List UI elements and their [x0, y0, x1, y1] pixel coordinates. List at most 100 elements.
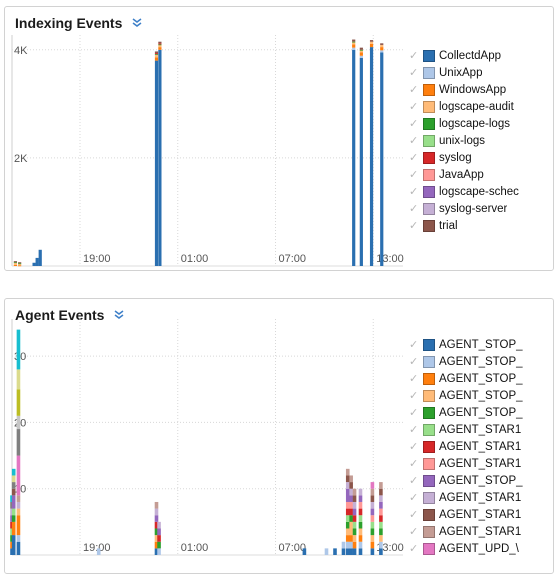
checkmark-icon[interactable]: ✓	[409, 118, 419, 130]
bar-segment	[358, 501, 363, 509]
checkmark-icon[interactable]: ✓	[409, 475, 419, 487]
checkmark-icon[interactable]: ✓	[409, 492, 419, 504]
checkmark-icon[interactable]: ✓	[409, 203, 419, 215]
legend-label: syslog	[439, 151, 472, 164]
bar-segment	[157, 521, 161, 529]
x-tick-label: 07:00	[279, 253, 307, 265]
legend-item[interactable]: ✓ AGENT_UPD_\	[409, 540, 529, 557]
legend-label: AGENT_UPD_\	[439, 542, 519, 555]
legend-item[interactable]: ✓ AGENT_STAR1	[409, 421, 529, 438]
legend-item[interactable]: ✓ AGENT_STAR1	[409, 489, 529, 506]
bar-segment	[32, 262, 36, 266]
bar-segment	[16, 508, 21, 516]
legend-swatch	[423, 474, 435, 487]
bar-segment	[11, 515, 16, 522]
bar-segment	[349, 508, 353, 516]
bar-segment	[345, 508, 350, 516]
bar-segment	[369, 43, 374, 48]
checkmark-icon[interactable]: ✓	[409, 135, 419, 147]
legend-item[interactable]: ✓ AGENT_STAR1	[409, 506, 529, 523]
checkmark-icon[interactable]: ✓	[409, 373, 419, 385]
legend-item[interactable]: ✓ AGENT_STOP_	[409, 472, 529, 489]
bar-segment	[38, 249, 42, 266]
bar-segment	[358, 528, 363, 536]
bar-segment	[158, 44, 162, 46]
bar-segment	[379, 541, 383, 549]
legend-item[interactable]: ✓ AGENT_STOP_	[409, 370, 529, 387]
bar-segment	[370, 515, 375, 522]
legend-item[interactable]: ✓ WindowsApp	[409, 81, 529, 98]
checkmark-icon[interactable]: ✓	[409, 220, 419, 232]
legend-item[interactable]: ✓ AGENT_STOP_	[409, 387, 529, 404]
legend-item[interactable]: ✓ logscape-schec	[409, 183, 529, 200]
legend-item[interactable]: ✓ syslog	[409, 149, 529, 166]
bar-segment	[352, 541, 357, 549]
bar-segment	[352, 501, 357, 509]
checkmark-icon[interactable]: ✓	[409, 543, 419, 555]
legend-item[interactable]: ✓ AGENT_STAR1	[409, 455, 529, 472]
checkmark-icon[interactable]: ✓	[409, 101, 419, 113]
checkmark-icon[interactable]: ✓	[409, 339, 419, 351]
legend-item[interactable]: ✓ unix-logs	[409, 132, 529, 149]
bar-segment	[345, 475, 350, 483]
checkmark-icon[interactable]: ✓	[409, 152, 419, 164]
checkmark-icon[interactable]: ✓	[409, 50, 419, 62]
bar-segment	[345, 521, 350, 529]
checkmark-icon[interactable]: ✓	[409, 424, 419, 436]
legend-item[interactable]: ✓ AGENT_STOP_	[409, 336, 529, 353]
checkmark-icon[interactable]: ✓	[409, 84, 419, 96]
bar-segment	[370, 541, 375, 549]
legend-item[interactable]: ✓ logscape-audit	[409, 98, 529, 115]
legend-item[interactable]: ✓ AGENT_STOP_	[409, 353, 529, 370]
bar-segment	[11, 488, 16, 496]
checkmark-icon[interactable]: ✓	[409, 509, 419, 521]
legend-item[interactable]: ✓ AGENT_STOP_	[409, 404, 529, 421]
indexing-events-header: Indexing Events	[15, 13, 142, 33]
checkmark-icon[interactable]: ✓	[409, 526, 419, 538]
legend-label: AGENT_STAR1	[439, 491, 522, 504]
bar-segment	[18, 263, 22, 266]
bar-segment	[370, 521, 375, 529]
bar-segment	[154, 541, 159, 549]
legend-swatch	[423, 542, 435, 555]
checkmark-icon[interactable]: ✓	[409, 356, 419, 368]
chevron-down-icon[interactable]	[132, 18, 142, 28]
legend-item[interactable]: ✓ UnixApp	[409, 64, 529, 81]
legend-item[interactable]: ✓ CollectdApp	[409, 47, 529, 64]
agent-events-panel: Agent Events 10203019:0001:0007:0013:00 …	[4, 298, 554, 574]
checkmark-icon[interactable]: ✓	[409, 67, 419, 79]
legend-item[interactable]: ✓ AGENT_STAR1	[409, 523, 529, 540]
bar-segment	[154, 508, 159, 516]
bar-segment	[349, 535, 353, 542]
bar-segment	[352, 521, 357, 529]
bar-segment	[18, 265, 22, 267]
legend-item[interactable]: ✓ AGENT_STAR1	[409, 438, 529, 455]
legend-item[interactable]: ✓ trial	[409, 217, 529, 234]
bar-segment	[352, 508, 357, 516]
checkmark-icon[interactable]: ✓	[409, 458, 419, 470]
legend-label: AGENT_STOP_	[439, 372, 523, 385]
bar-segment	[352, 548, 357, 555]
legend-item[interactable]: ✓ syslog-server	[409, 200, 529, 217]
agent-events-header: Agent Events	[15, 305, 124, 325]
bar-segment	[380, 50, 384, 53]
checkmark-icon[interactable]: ✓	[409, 390, 419, 402]
bar-segment	[18, 263, 22, 265]
chevron-down-icon[interactable]	[114, 310, 124, 320]
legend-label: logscape-schec	[439, 185, 519, 198]
legend-label: unix-logs	[439, 134, 486, 147]
checkmark-icon[interactable]: ✓	[409, 169, 419, 181]
bar-segment	[11, 482, 16, 489]
bar-segment	[379, 528, 383, 536]
bar-segment	[358, 535, 363, 542]
legend-label: logscape-audit	[439, 100, 514, 113]
checkmark-icon[interactable]: ✓	[409, 407, 419, 419]
x-tick-label: 01:00	[181, 542, 209, 554]
checkmark-icon[interactable]: ✓	[409, 441, 419, 453]
bar-segment	[352, 42, 356, 45]
legend-item[interactable]: ✓ JavaApp	[409, 166, 529, 183]
checkmark-icon[interactable]: ✓	[409, 186, 419, 198]
legend-item[interactable]: ✓ logscape-logs	[409, 115, 529, 132]
legend-label: AGENT_STOP_	[439, 338, 523, 351]
